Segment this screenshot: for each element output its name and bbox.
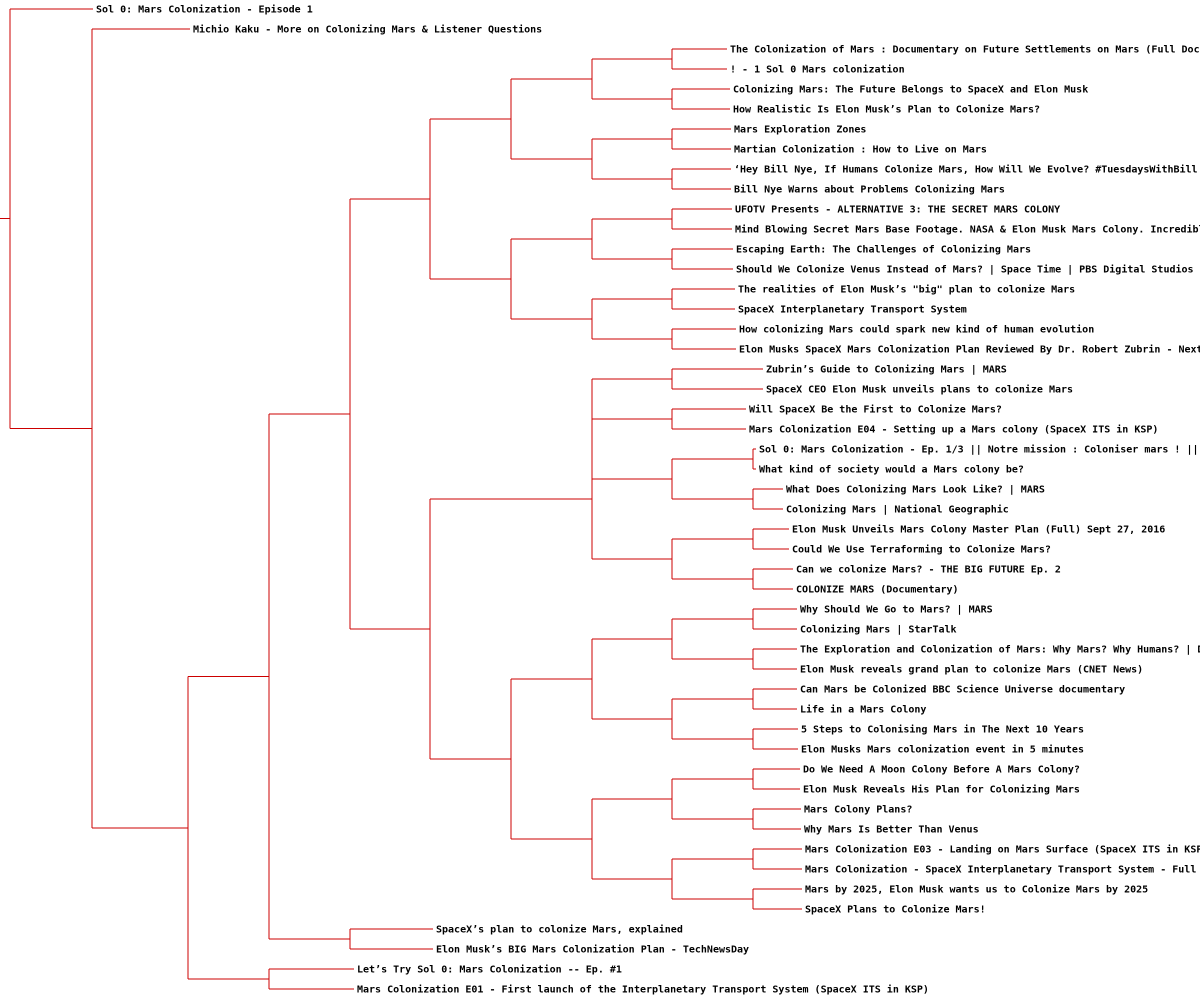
leaf-label: COLONIZE MARS (Documentary) xyxy=(796,585,959,596)
leaf-label: 5 Steps to Colonising Mars in The Next 1… xyxy=(801,724,1084,736)
leaf-label: ‘Hey Bill Nye, If Humans Colonize Mars, … xyxy=(734,164,1198,176)
leaf-label: Mars Colony Plans? xyxy=(804,805,912,816)
leaf-label: Elon Musks Mars colonization event in 5 … xyxy=(801,744,1084,756)
leaf-label: Should We Colonize Venus Instead of Mars… xyxy=(736,264,1194,276)
leaf-label: Martian Colonization : How to Live on Ma… xyxy=(734,144,987,156)
leaf-label: SpaceX Plans to Colonize Mars! xyxy=(805,904,986,916)
leaf-label: What Does Colonizing Mars Look Like? | M… xyxy=(786,484,1045,496)
leaf-label: Mars Colonization E03 - Landing on Mars … xyxy=(805,844,1200,856)
leaf-label: Sol 0: Mars Colonization - Episode 1 xyxy=(96,4,313,16)
leaf-label: Sol 0: Mars Colonization - Ep. 1/3 || No… xyxy=(759,444,1199,456)
leaf-label: SpaceX’s plan to colonize Mars, explaine… xyxy=(436,924,683,936)
leaf-label: Bill Nye Warns about Problems Colonizing… xyxy=(734,184,1005,196)
leaf-label: Elon Musk Reveals His Plan for Colonizin… xyxy=(803,784,1080,796)
leaf-label: Colonizing Mars | National Geographic xyxy=(786,504,1009,516)
leaf-label: What kind of society would a Mars colony… xyxy=(759,464,1024,476)
leaf-label: Can Mars be Colonized BBC Science Univer… xyxy=(800,684,1125,696)
leaf-label: The realities of Elon Musk’s "big" plan … xyxy=(738,284,1075,296)
leaf-label: The Colonization of Mars : Documentary o… xyxy=(730,44,1200,56)
leaf-label: ! - 1 Sol 0 Mars colonization xyxy=(730,64,905,76)
leaf-label: Mars Exploration Zones xyxy=(734,124,866,136)
leaf-label: Mars Colonization E04 - Setting up a Mar… xyxy=(749,424,1158,436)
leaf-label: How Realistic Is Elon Musk’s Plan to Col… xyxy=(733,104,1040,116)
leaf-label: SpaceX CEO Elon Musk unveils plans to co… xyxy=(766,384,1073,396)
leaf-label: Will SpaceX Be the First to Colonize Mar… xyxy=(749,404,1002,416)
leaf-label: UFOTV Presents - ALTERNATIVE 3: THE SECR… xyxy=(735,205,1060,216)
leaf-label: Escaping Earth: The Challenges of Coloni… xyxy=(736,244,1031,256)
leaf-label: Life in a Mars Colony xyxy=(800,704,926,716)
leaf-label: Elon Musk’s BIG Mars Colonization Plan -… xyxy=(436,944,749,956)
leaf-label: The Exploration and Colonization of Mars… xyxy=(800,644,1200,656)
leaf-label: Colonizing Mars | StarTalk xyxy=(800,624,957,636)
leaf-label: Let’s Try Sol 0: Mars Colonization -- Ep… xyxy=(357,964,622,976)
leaf-label: Mind Blowing Secret Mars Base Footage. N… xyxy=(735,224,1200,236)
leaf-label: Michio Kaku - More on Colonizing Mars & … xyxy=(193,24,542,36)
leaf-label: Zubrin’s Guide to Colonizing Mars | MARS xyxy=(766,364,1007,376)
leaf-label: How colonizing Mars could spark new kind… xyxy=(739,324,1094,336)
leaf-label: Colonizing Mars: The Future Belongs to S… xyxy=(733,84,1088,96)
leaf-label: Mars Colonization - SpaceX Interplanetar… xyxy=(805,864,1196,876)
leaf-label: Why Should We Go to Mars? | MARS xyxy=(800,605,993,616)
leaf-label: SpaceX Interplanetary Transport System xyxy=(738,305,967,316)
leaf-label: Elon Musk reveals grand plan to colonize… xyxy=(800,664,1143,676)
leaf-label: Mars Colonization E01 - First launch of … xyxy=(357,984,929,996)
leaf-label: Mars by 2025, Elon Musk wants us to Colo… xyxy=(805,884,1148,896)
leaf-label: Do We Need A Moon Colony Before A Mars C… xyxy=(803,765,1080,776)
leaf-label: Could We Use Terraforming to Colonize Ma… xyxy=(792,544,1051,556)
leaf-label: Elon Musks SpaceX Mars Colonization Plan… xyxy=(739,344,1200,356)
leaf-label: Can we colonize Mars? - THE BIG FUTURE E… xyxy=(796,564,1061,576)
leaf-label: Why Mars Is Better Than Venus xyxy=(804,825,979,836)
leaf-label: Elon Musk Unveils Mars Colony Master Pla… xyxy=(792,524,1165,536)
